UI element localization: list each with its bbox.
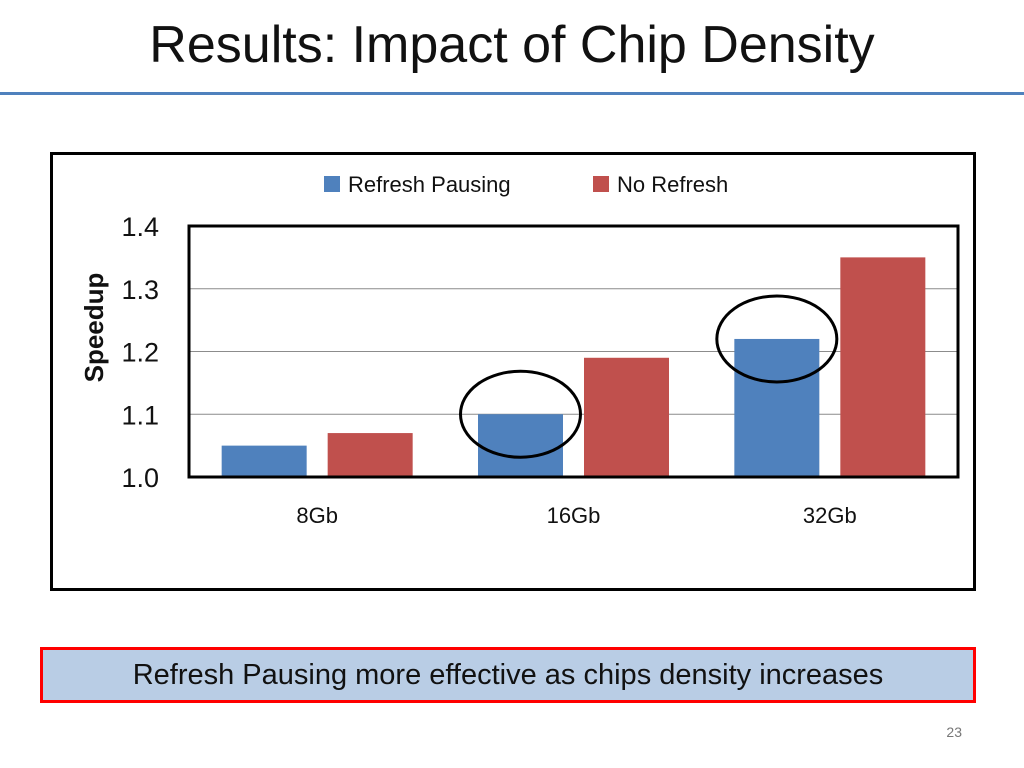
bar-refresh-pausing <box>734 338 820 477</box>
y-tick-label: 1.1 <box>121 400 159 430</box>
slide-title: Results: Impact of Chip Density <box>149 16 875 74</box>
highlight-circle <box>459 369 582 459</box>
x-tick-label: 32Gb <box>803 503 857 528</box>
callout-text: Refresh Pausing more effective as chips … <box>132 658 884 691</box>
conclusion-callout: Refresh Pausing more effective as chips … <box>40 647 976 703</box>
chart-frame: 1.0 1.1 1.2 1.3 1.4 8Gb 16Gb 32Gb Speedup Refresh… <box>50 152 976 591</box>
y-tick-label: 1.4 <box>121 212 159 242</box>
bar-no-refresh <box>327 433 413 477</box>
y-tick-label: 1.3 <box>121 275 159 305</box>
speedup-bar-chart: 1.0 1.1 1.2 1.3 1.4 8Gb 16Gb 32Gb Speedup Refresh… <box>79 172 960 528</box>
y-axis-title: Speedup <box>79 273 109 383</box>
highlight-circle <box>715 294 839 384</box>
y-tick-label: 1.0 <box>121 463 159 493</box>
plot-area-border <box>187 224 960 479</box>
bar-refresh-pausing <box>221 445 307 477</box>
bar-no-refresh <box>840 257 926 477</box>
bar-refresh-pausing <box>478 414 563 477</box>
y-tick-label: 1.2 <box>121 338 159 368</box>
legend-swatch <box>593 176 609 192</box>
legend-swatch <box>324 176 340 192</box>
legend-label: Refresh Pausing <box>348 172 511 197</box>
bar-no-refresh <box>584 357 669 477</box>
page-number: 23 <box>946 724 962 740</box>
x-tick-label: 8Gb <box>296 503 338 528</box>
x-tick-label: 16Gb <box>547 503 601 528</box>
legend-label: No Refresh <box>617 172 728 197</box>
title-divider <box>0 92 1024 95</box>
